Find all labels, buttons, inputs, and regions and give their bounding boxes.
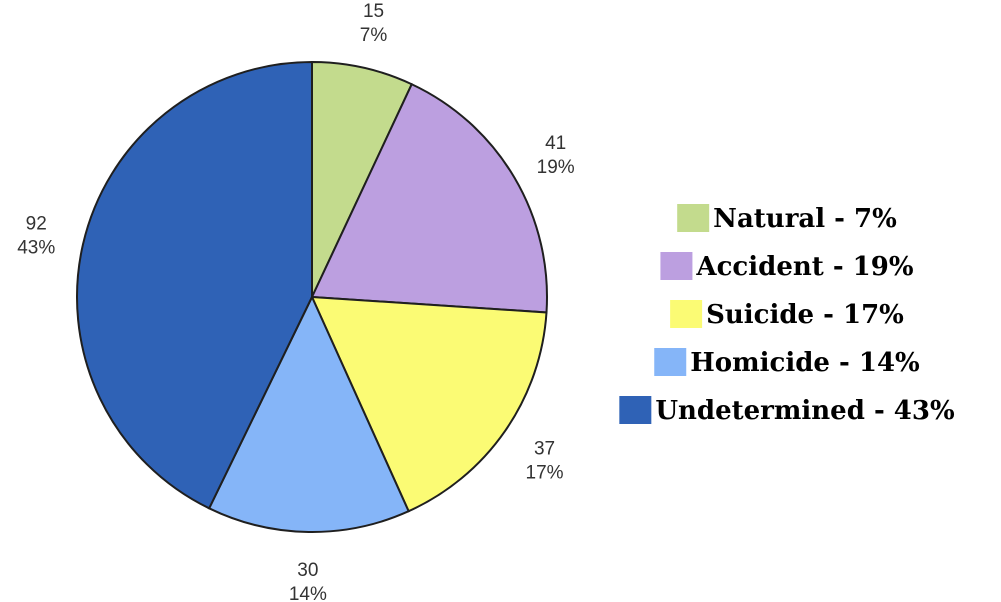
legend-swatch: [619, 396, 652, 424]
pie-slices: [76, 60, 548, 533]
legend-label: Natural - 7%: [713, 204, 897, 234]
slice-label-undetermined: 92 43%: [17, 213, 55, 258]
slice-value-label: 30: [297, 560, 318, 581]
slice-label-natural: 15 7%: [360, 1, 388, 46]
legend-swatch: [670, 300, 703, 328]
slice-value-label: 92: [26, 213, 47, 234]
slice-percent-label: 19%: [537, 157, 575, 178]
pie-slice-natural: [311, 60, 414, 298]
slice-percent-label: 43%: [17, 237, 55, 258]
slice-percent-label: 14%: [289, 584, 327, 602]
legend-label: Accident - 19%: [695, 252, 913, 282]
legend-item-accident: Accident - 19%: [660, 252, 914, 282]
pie-slice-undetermined: [76, 60, 313, 510]
slice-percent-label: 17%: [526, 462, 564, 483]
legend-label: Undetermined - 43%: [655, 396, 955, 426]
slice-label-accident: 41 19%: [537, 133, 575, 178]
slice-label-suicide: 37 17%: [526, 438, 564, 483]
legend-item-suicide: Suicide - 17%: [670, 300, 904, 330]
slice-labels: 15 7%41 19%37 17%30 14%92 43%: [17, 1, 575, 602]
pie-slice-homicide: [207, 294, 410, 533]
slice-value-label: 41: [545, 133, 566, 154]
legend-swatch: [677, 204, 710, 232]
legend-item-homicide: Homicide - 14%: [654, 348, 920, 378]
legend-item-natural: Natural - 7%: [677, 204, 897, 234]
legend-item-undetermined: Undetermined - 43%: [619, 396, 955, 426]
legend: Natural - 7% Accident - 19% Suicide - 17% H…: [619, 204, 955, 426]
slice-value-label: 37: [534, 438, 555, 459]
slice-value-label: 15: [363, 1, 384, 22]
slice-percent-label: 7%: [360, 25, 388, 46]
pie-slice-accident: [310, 82, 548, 314]
legend-swatch: [660, 252, 693, 280]
pie-slice-suicide: [310, 295, 548, 513]
slice-label-homicide: 30 14%: [289, 560, 327, 602]
legend-label: Homicide - 14%: [690, 348, 920, 378]
legend-label: Suicide - 17%: [706, 300, 904, 330]
legend-swatch: [654, 348, 687, 376]
